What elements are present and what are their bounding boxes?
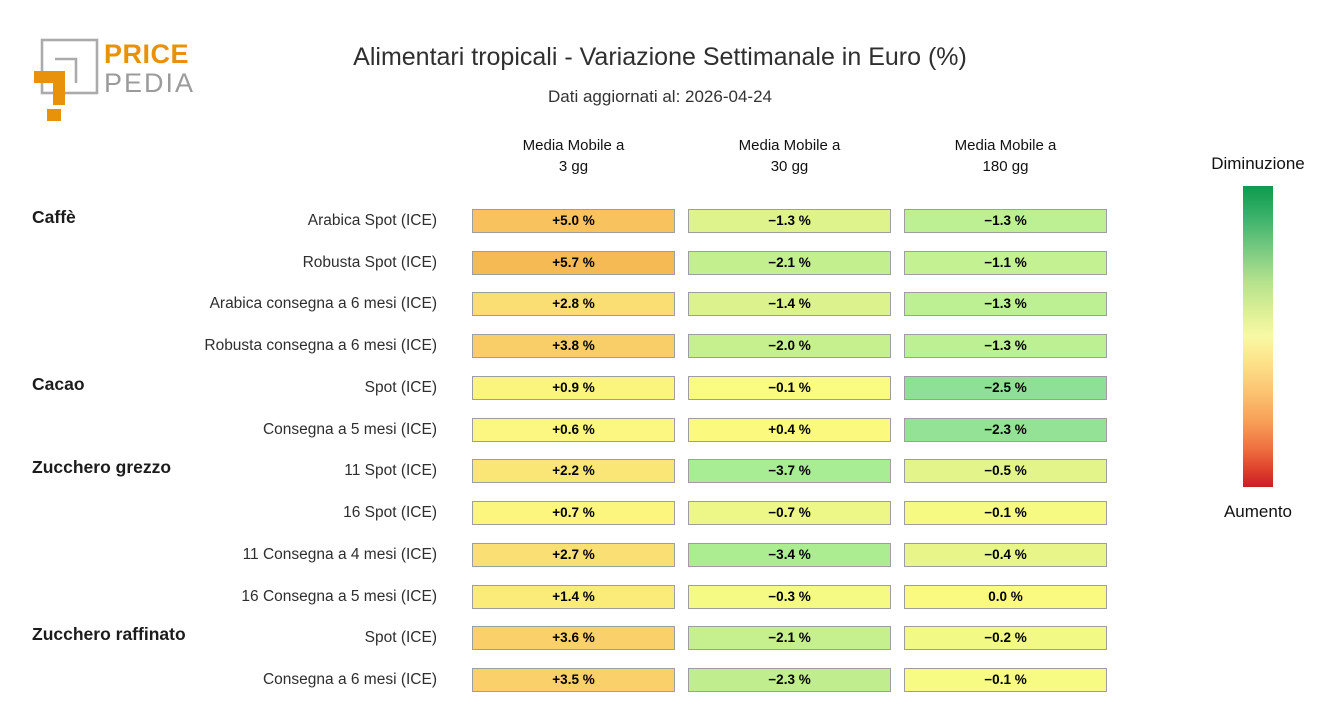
table-row: Consegna a 5 mesi (ICE) +0.6 % +0.4 % −2…	[0, 418, 1320, 442]
heatmap-cell: +1.4 %	[472, 585, 675, 609]
row-label: Arabica Spot (ICE)	[307, 212, 437, 229]
chart-title: Alimentari tropicali - Variazione Settim…	[353, 43, 967, 71]
heatmap-cell: +0.6 %	[472, 418, 675, 442]
table-row: Robusta Spot (ICE) +5.7 % −2.1 % −1.1 %	[0, 251, 1320, 275]
row-label: 11 Consegna a 4 mesi (ICE)	[242, 546, 437, 563]
group-label-zucchero-grezzo: Zucchero grezzo	[32, 457, 172, 477]
table-row: Zucchero raffinato Spot (ICE) +3.6 % −2.…	[0, 624, 1320, 650]
table-row: Cacao Spot (ICE) +0.9 % −0.1 % −2.5 %	[0, 374, 1320, 400]
row-label: Robusta Spot (ICE)	[302, 254, 437, 271]
heatmap-cell: −1.1 %	[904, 251, 1107, 275]
column-header-line1: Media Mobile a	[522, 137, 625, 154]
heatmap-cell: −0.2 %	[904, 626, 1107, 650]
group-label-zucchero-raffinato: Zucchero raffinato	[32, 624, 186, 644]
heatmap-cell: −3.4 %	[688, 543, 891, 567]
heatmap-cell: −1.3 %	[688, 209, 891, 233]
row-label: Consegna a 5 mesi (ICE)	[262, 421, 437, 438]
pricepedia-logo-mark	[34, 38, 99, 121]
heatmap-cell: +0.9 %	[472, 376, 675, 400]
heatmap-cell: −1.3 %	[904, 292, 1107, 316]
heatmap-cell: +5.7 %	[472, 251, 675, 275]
table-row: Consegna a 6 mesi (ICE) +3.5 % −2.3 % −0…	[0, 668, 1320, 692]
legend-label-diminuzione: Diminuzione	[1211, 154, 1305, 173]
heatmap-cell: −0.4 %	[904, 543, 1107, 567]
table-row: 16 Consegna a 5 mesi (ICE) +1.4 % −0.3 %…	[0, 585, 1320, 609]
column-header-3gg: Media Mobile a 3 gg	[472, 135, 675, 177]
heatmap-cell: −1.3 %	[904, 209, 1107, 233]
heatmap-cell: −1.4 %	[688, 292, 891, 316]
logo-text-pedia: PEDIA	[104, 68, 196, 98]
column-header-line2: 30 gg	[770, 158, 809, 175]
heatmap-cell: −0.1 %	[904, 501, 1107, 525]
heatmap-cell: −2.0 %	[688, 334, 891, 358]
table-row: Caffè Arabica Spot (ICE) +5.0 % −1.3 % −…	[0, 207, 1320, 233]
heatmap-cell: −2.1 %	[688, 251, 891, 275]
heatmap-cell: −2.3 %	[688, 668, 891, 692]
heatmap-cell: −2.5 %	[904, 376, 1107, 400]
chart-subtitle: Dati aggiornati al: 2026-04-24	[548, 87, 772, 106]
heatmap-cell: −3.7 %	[688, 459, 891, 483]
table-row: Zucchero grezzo 11 Spot (ICE) +2.2 % −3.…	[0, 457, 1320, 483]
column-header-line1: Media Mobile a	[954, 137, 1057, 154]
color-legend: Diminuzione Aumento	[1196, 154, 1320, 522]
heatmap-cell: −2.1 %	[688, 626, 891, 650]
heatmap-cell: +2.7 %	[472, 543, 675, 567]
row-label: 16 Spot (ICE)	[343, 504, 437, 521]
heatmap-cell: −2.3 %	[904, 418, 1107, 442]
group-label-caffe: Caffè	[32, 207, 76, 227]
heatmap-cell: −0.7 %	[688, 501, 891, 525]
row-label: 11 Spot (ICE)	[344, 462, 437, 479]
heatmap-cell: +2.8 %	[472, 292, 675, 316]
heatmap-cell: +0.7 %	[472, 501, 675, 525]
heatmap-cell: +0.4 %	[688, 418, 891, 442]
column-header-30gg: Media Mobile a 30 gg	[688, 135, 891, 177]
heatmap-cell: −0.1 %	[904, 668, 1107, 692]
table-row: Robusta consegna a 6 mesi (ICE) +3.8 % −…	[0, 334, 1320, 358]
heatmap-cell: +5.0 %	[472, 209, 675, 233]
legend-gradient-bar	[1243, 186, 1273, 487]
table-row: 16 Spot (ICE) +0.7 % −0.7 % −0.1 %	[0, 501, 1320, 525]
pricepedia-logo: PRICE PEDIA	[30, 30, 230, 125]
row-label: 16 Consegna a 5 mesi (ICE)	[241, 588, 437, 605]
table-row: 11 Consegna a 4 mesi (ICE) +2.7 % −3.4 %…	[0, 543, 1320, 567]
column-header-line1: Media Mobile a	[738, 137, 841, 154]
row-label: Consegna a 6 mesi (ICE)	[262, 671, 437, 688]
row-label: Spot (ICE)	[364, 379, 437, 396]
heatmap-cell: −0.5 %	[904, 459, 1107, 483]
heatmap-cell: +3.8 %	[472, 334, 675, 358]
row-label: Robusta consegna a 6 mesi (ICE)	[204, 337, 437, 354]
heatmap-cell: 0.0 %	[904, 585, 1107, 609]
heatmap-cell: +3.6 %	[472, 626, 675, 650]
heatmap-cell: −0.3 %	[688, 585, 891, 609]
heatmap-cell: +2.2 %	[472, 459, 675, 483]
column-header-line2: 3 gg	[558, 158, 589, 175]
row-label: Spot (ICE)	[364, 629, 437, 646]
heatmap-cell: −0.1 %	[688, 376, 891, 400]
row-label: Arabica consegna a 6 mesi (ICE)	[209, 295, 437, 312]
legend-label-aumento: Aumento	[1223, 502, 1293, 521]
logo-text-price: PRICE	[104, 39, 190, 69]
table-row: Arabica consegna a 6 mesi (ICE) +2.8 % −…	[0, 292, 1320, 316]
column-header-line2: 180 gg	[982, 158, 1029, 175]
column-header-180gg: Media Mobile a 180 gg	[904, 135, 1107, 177]
group-label-cacao: Cacao	[32, 374, 85, 394]
heatmap-cell: +3.5 %	[472, 668, 675, 692]
heatmap-cell: −1.3 %	[904, 334, 1107, 358]
